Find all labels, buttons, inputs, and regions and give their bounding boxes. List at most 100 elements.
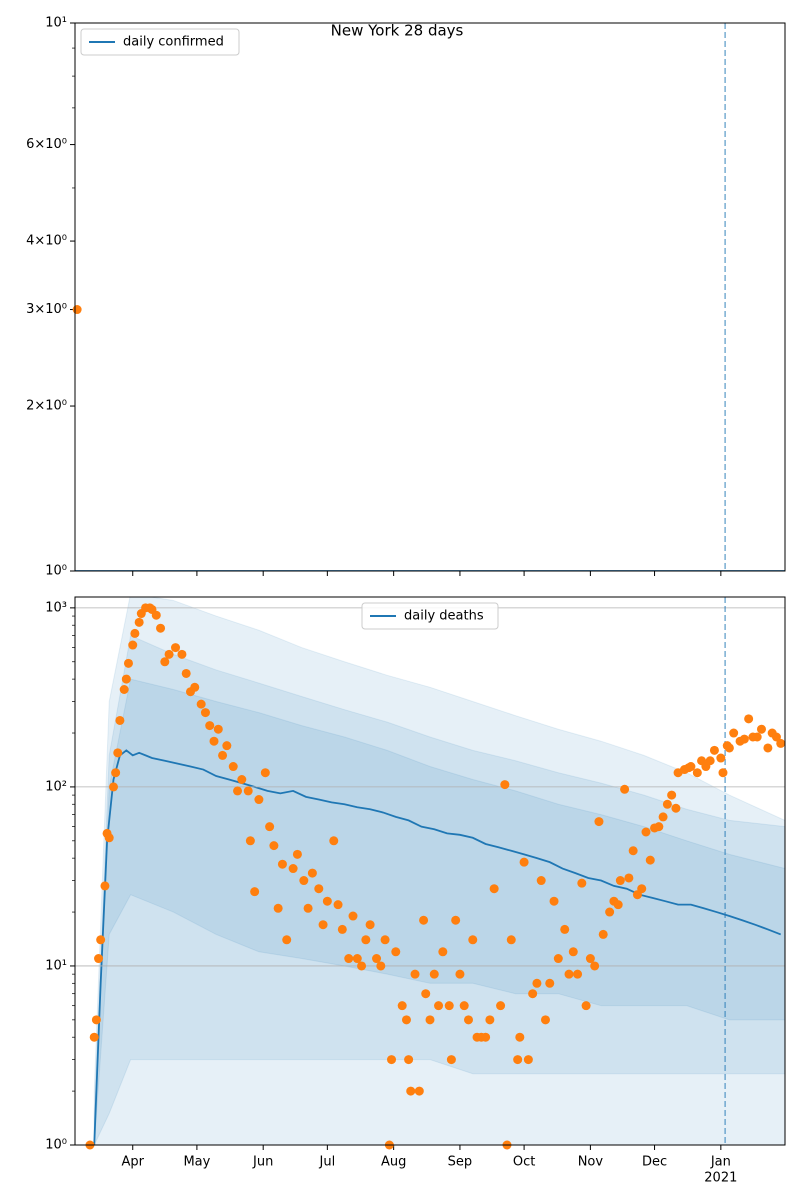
x-tick-year: 2021 xyxy=(704,1171,737,1186)
data-point xyxy=(528,989,538,999)
data-point xyxy=(545,978,555,988)
data-point xyxy=(523,1055,533,1065)
legend-box xyxy=(361,602,499,630)
y-tick-label: 6×10⁰ xyxy=(26,137,67,152)
data-point xyxy=(156,623,166,633)
data-point xyxy=(111,768,121,778)
data-point xyxy=(372,954,382,964)
data-point xyxy=(254,795,264,805)
data-point xyxy=(628,846,638,856)
data-point xyxy=(96,935,106,945)
data-point xyxy=(771,732,781,742)
data-point xyxy=(744,714,754,724)
data-point xyxy=(438,947,448,957)
data-point xyxy=(662,799,672,809)
data-point xyxy=(598,929,608,939)
data-point xyxy=(434,1001,444,1011)
data-point xyxy=(273,903,283,913)
percentile-band xyxy=(93,634,785,1145)
data-point xyxy=(181,668,191,678)
data-point xyxy=(564,969,574,979)
legend-label: daily confirmed xyxy=(123,35,224,50)
x-tick-label: Aug xyxy=(381,1155,406,1170)
data-point xyxy=(130,628,140,638)
percentile-band xyxy=(93,678,785,1145)
data-point xyxy=(337,924,347,934)
data-point xyxy=(397,1001,407,1011)
data-point xyxy=(594,817,604,827)
data-point xyxy=(265,822,275,832)
data-point xyxy=(590,961,600,971)
data-point xyxy=(91,1015,101,1025)
data-point xyxy=(671,803,681,813)
data-point xyxy=(705,756,715,766)
data-point xyxy=(361,935,371,945)
data-point xyxy=(481,1032,491,1042)
data-point xyxy=(299,876,309,886)
data-point xyxy=(348,911,358,921)
x-tick-label: Apr xyxy=(121,1155,144,1170)
x-tick-label: May xyxy=(183,1155,210,1170)
data-point xyxy=(387,1055,397,1065)
data-point xyxy=(667,790,677,800)
y-tick-label: 4×10⁰ xyxy=(26,234,67,249)
x-tick-label: Nov xyxy=(578,1155,604,1170)
data-point xyxy=(365,920,375,930)
data-point xyxy=(536,876,546,886)
y-tick-label: 10⁰ xyxy=(45,564,67,579)
data-point xyxy=(171,643,181,653)
percentile-band xyxy=(93,597,785,1145)
x-tick-label: Oct xyxy=(513,1155,535,1170)
x-tick-label: Jul xyxy=(319,1155,336,1170)
data-point xyxy=(292,849,302,859)
chart-title: New York 28 days xyxy=(331,22,464,40)
data-point xyxy=(119,684,129,694)
median-line xyxy=(93,749,782,1145)
data-point xyxy=(115,715,125,725)
data-point xyxy=(401,1015,411,1025)
data-point xyxy=(776,738,786,748)
data-point xyxy=(89,1032,99,1042)
data-point xyxy=(573,969,583,979)
data-point xyxy=(532,978,542,988)
data-point xyxy=(200,708,210,718)
data-point xyxy=(282,935,292,945)
data-point xyxy=(100,881,110,891)
x-tick-label: Dec xyxy=(642,1155,667,1170)
data-point xyxy=(406,1086,416,1096)
data-point xyxy=(485,1015,495,1025)
data-point xyxy=(113,748,123,758)
data-point xyxy=(463,1015,473,1025)
data-point xyxy=(269,841,279,851)
data-point xyxy=(446,1055,456,1065)
data-point xyxy=(513,1055,523,1065)
data-point xyxy=(250,887,260,897)
data-point xyxy=(658,812,668,822)
x-tick-label: Jan xyxy=(710,1155,731,1170)
y-tick-label: 3×10⁰ xyxy=(26,302,67,317)
data-point xyxy=(314,884,324,894)
data-point xyxy=(686,762,696,772)
data-point xyxy=(615,876,625,886)
data-point xyxy=(444,1001,454,1011)
data-point xyxy=(196,699,206,709)
data-point xyxy=(692,768,702,778)
legend-box xyxy=(80,28,240,56)
data-point xyxy=(763,743,773,753)
data-point xyxy=(222,741,232,751)
y-tick-label: 10¹ xyxy=(45,958,67,973)
data-point xyxy=(237,775,247,785)
data-point xyxy=(205,721,215,731)
y-tick-label: 10⁰ xyxy=(45,1138,67,1153)
data-point xyxy=(318,920,328,930)
data-point xyxy=(605,907,615,917)
data-point xyxy=(581,1001,591,1011)
data-point xyxy=(724,743,734,753)
data-point xyxy=(134,617,144,627)
data-point xyxy=(414,1086,424,1096)
data-point xyxy=(585,954,595,964)
data-point xyxy=(228,762,238,772)
data-point xyxy=(654,822,664,832)
data-point xyxy=(329,836,339,846)
